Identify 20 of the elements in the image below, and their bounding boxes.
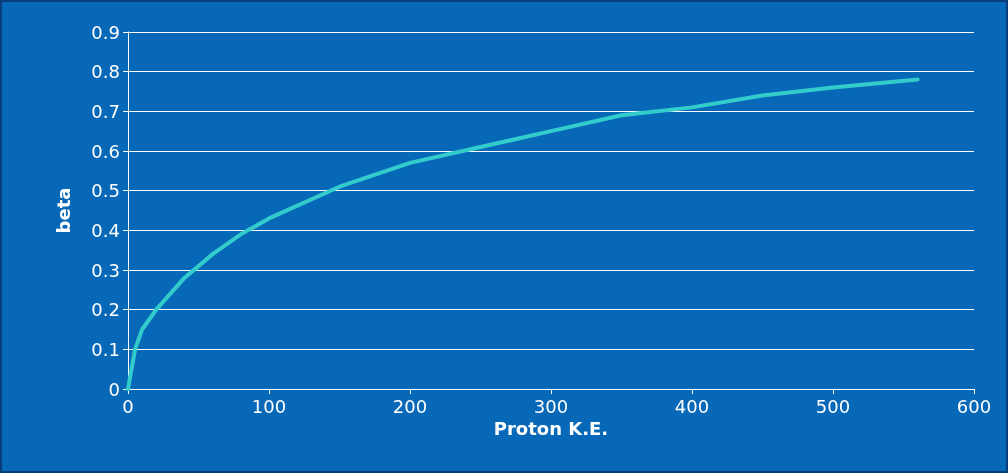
y-tick-label: 0.8 [91, 61, 120, 83]
x-tick-label: 500 [815, 395, 851, 417]
y-tick-label: 0.2 [91, 299, 120, 321]
x-tick-label: 200 [392, 395, 428, 417]
y-tick-label: 0.7 [91, 100, 120, 122]
y-tick-label: 0.9 [91, 21, 120, 43]
y-tick-label: 0.6 [91, 140, 120, 162]
y-tick-label: 0.3 [91, 259, 120, 281]
x-axis-title: Proton K.E. [493, 418, 609, 440]
y-tick-label: 0.1 [91, 338, 120, 360]
y-tick-label: 0.5 [91, 180, 120, 202]
y-tick-label: 0 [108, 378, 120, 400]
line-series [126, 77, 920, 391]
x-tick-label: 100 [251, 395, 287, 417]
y-tick-label: 0.4 [91, 219, 120, 241]
x-tick-label: 600 [956, 395, 992, 417]
x-tick-label: 400 [674, 395, 710, 417]
x-tick-label: 300 [533, 395, 569, 417]
y-axis-title: beta [52, 187, 74, 234]
x-tick-label: 0 [122, 395, 134, 417]
